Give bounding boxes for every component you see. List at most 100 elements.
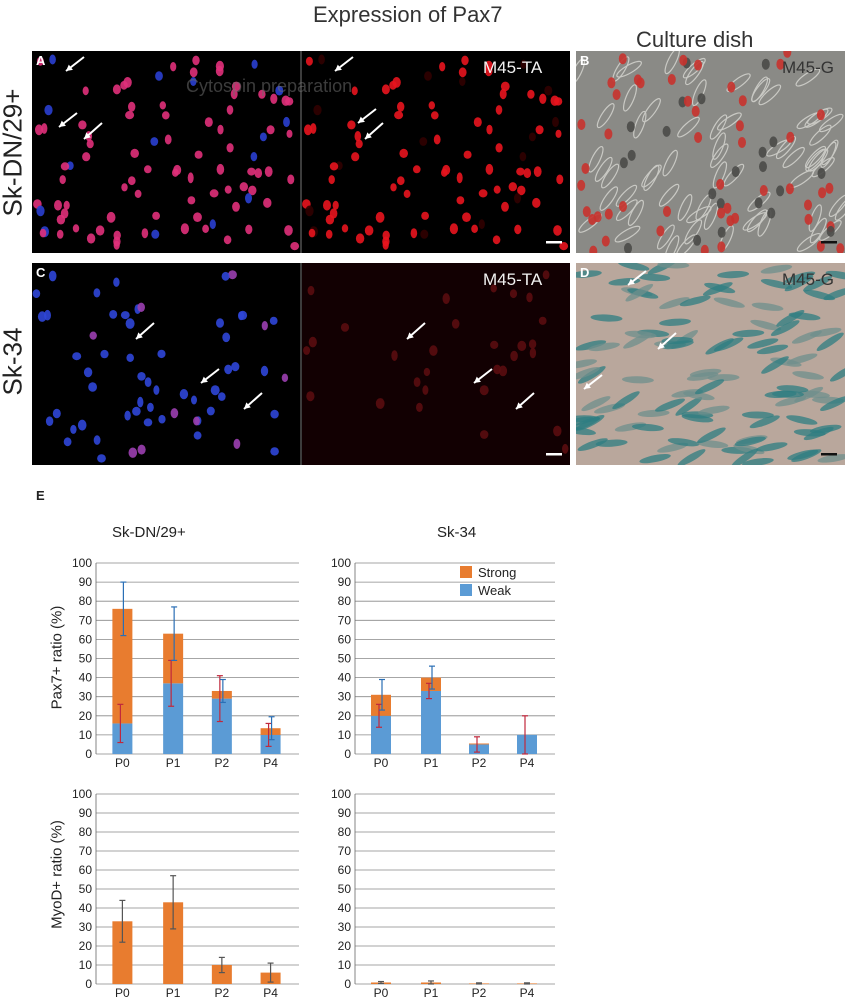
cell-nucleus (329, 162, 339, 171)
x-tick-label: P4 (263, 756, 278, 770)
arrow-head (584, 382, 591, 389)
cell-nucleus (825, 182, 834, 194)
cell-nucleus (577, 179, 586, 191)
cell-nucleus (556, 174, 564, 185)
cell-outline (712, 132, 726, 160)
cell-nucleus (128, 101, 136, 112)
cell-nucleus (95, 225, 105, 236)
cell-outline (622, 84, 638, 112)
cell-nucleus (137, 302, 145, 312)
arrow-head (66, 64, 73, 71)
cell-body (621, 376, 654, 384)
cell-body (577, 438, 608, 451)
y-tick-label: 30 (338, 920, 352, 934)
x-tick-label: P1 (166, 986, 181, 999)
cell-nucleus (340, 323, 350, 332)
cell-nucleus (210, 385, 220, 396)
cell-nucleus (478, 189, 488, 198)
chart-title-sk-dn29: Sk-DN/29+ (112, 524, 186, 541)
cell-nucleus (290, 242, 300, 251)
cell-nucleus (391, 350, 398, 361)
cell-body (576, 340, 607, 351)
cell-nucleus (480, 430, 489, 439)
cell-nucleus (162, 111, 170, 120)
cell-nucleus (266, 125, 275, 135)
cell-outline (795, 68, 821, 87)
cell-nucleus (461, 55, 469, 66)
cell-nucleus (328, 175, 335, 185)
cell-nucleus (624, 242, 632, 253)
y-tick-label: 0 (85, 747, 92, 761)
cell-nucleus (619, 157, 628, 169)
cell-body (695, 379, 725, 395)
cell-body (756, 344, 789, 355)
cell-nucleus (125, 111, 135, 120)
cell-outline (758, 84, 782, 106)
cell-body (775, 395, 807, 407)
cell-nucleus (70, 424, 77, 434)
cell-nucleus (132, 406, 141, 416)
cell-nucleus (313, 104, 322, 116)
cell-nucleus (48, 270, 57, 282)
cell-nucleus (618, 53, 627, 65)
cell-nucleus (533, 166, 542, 177)
cell-nucleus (693, 234, 702, 246)
arrow-head (136, 332, 143, 339)
cell-nucleus (218, 392, 226, 401)
cell-nucleus (222, 332, 231, 343)
cell-body (825, 270, 845, 280)
cell-nucleus (499, 88, 507, 100)
cell-body (588, 342, 620, 352)
cell-outline (782, 146, 805, 169)
cell-nucleus (287, 174, 295, 185)
cell-nucleus (420, 229, 429, 239)
cell-nucleus (164, 134, 172, 145)
cell-body (776, 310, 805, 327)
cell-nucleus (683, 95, 692, 107)
cell-nucleus (667, 74, 676, 85)
cell-body (655, 398, 685, 412)
cell-nucleus (500, 81, 510, 92)
cell-nucleus (36, 56, 44, 66)
cell-nucleus (100, 349, 109, 359)
cell-nucleus (137, 396, 144, 408)
cell-nucleus (232, 201, 240, 212)
cell-nucleus (52, 408, 61, 419)
y-tick-label: 100 (331, 556, 351, 570)
cell-body (677, 449, 706, 465)
cell-body (659, 318, 691, 326)
scale-bar (546, 453, 562, 456)
x-tick-label: P4 (263, 986, 278, 999)
cell-body (764, 390, 797, 398)
cell-body (679, 295, 711, 307)
cell-nucleus (306, 391, 315, 402)
cell-nucleus (490, 284, 497, 293)
panel-a-label: A (36, 53, 46, 68)
cell-nucleus (817, 168, 826, 179)
arrow-head (628, 278, 635, 285)
cell-nucleus (308, 336, 317, 348)
cell-nucleus (754, 197, 763, 209)
cell-nucleus (264, 166, 273, 177)
cell-nucleus (224, 364, 233, 375)
cell-outline (576, 58, 586, 86)
cell-nucleus (508, 182, 517, 192)
cell-nucleus (656, 225, 665, 237)
cell-nucleus (604, 128, 613, 140)
y-tick-label: 10 (79, 728, 93, 742)
cell-nucleus (215, 65, 224, 77)
x-tick-label: P1 (424, 986, 439, 999)
cell-nucleus (113, 277, 120, 287)
cell-nucleus (270, 409, 279, 419)
x-tick-label: P0 (115, 756, 130, 770)
cell-body (659, 297, 690, 310)
cell-nucleus (528, 132, 536, 142)
x-tick-label: P2 (472, 756, 487, 770)
cell-nucleus (153, 385, 160, 395)
cell-nucleus (495, 105, 503, 115)
cell-outline (820, 141, 837, 168)
cell-nucleus (694, 132, 703, 143)
cell-nucleus (269, 316, 278, 325)
cell-body (576, 416, 600, 431)
cell-body (750, 319, 782, 331)
